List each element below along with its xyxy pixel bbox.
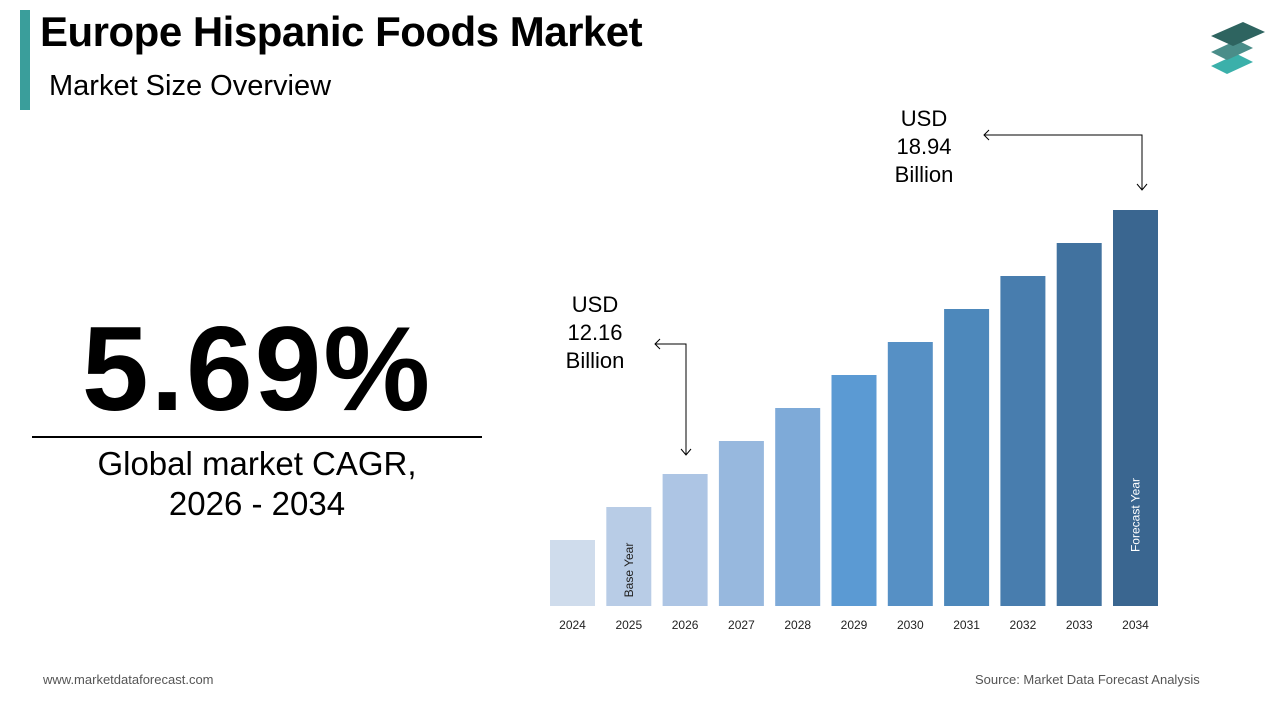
x-tick-label-2026: 2026	[672, 618, 699, 632]
bar-2033	[1056, 243, 1102, 606]
bar-2028	[775, 408, 821, 606]
annotation-2026-line3: Billion	[565, 348, 625, 373]
bar-label-2034: Forecast Year	[1129, 478, 1143, 552]
x-tick-label-2028: 2028	[784, 618, 811, 632]
cagr-label-line2: 2026 - 2034	[168, 485, 346, 522]
bar-2026	[662, 474, 708, 606]
cagr-divider	[32, 436, 482, 438]
annotation-arrow-2034	[984, 134, 1143, 190]
bar-2031	[944, 309, 990, 606]
x-tick-label-2029: 2029	[841, 618, 868, 632]
annotation-2034-line1: USD	[900, 106, 948, 131]
stacked-layers-logo-icon	[1211, 22, 1265, 74]
bar-2032	[1000, 276, 1046, 606]
annotation-2026-line1: USD	[571, 292, 619, 317]
bar-2027	[718, 441, 764, 606]
x-tick-label-2027: 2027	[728, 618, 755, 632]
cagr-label: Global market CAGR, 2026 - 2034	[32, 444, 482, 524]
cagr-value: 5.69%	[81, 302, 433, 436]
bar-2030	[887, 342, 933, 606]
footer-website: www.marketdataforecast.com	[43, 672, 214, 687]
annotation-arrow-2026	[655, 343, 687, 455]
annotation-2026-value: 12.16	[567, 320, 623, 345]
x-tick-label-2032: 2032	[1010, 618, 1037, 632]
footer-source: Source: Market Data Forecast Analysis	[975, 672, 1200, 687]
x-tick-label-2033: 2033	[1066, 618, 1093, 632]
bar-2034	[1113, 210, 1158, 606]
x-tick-label-2031: 2031	[953, 618, 980, 632]
bar-2029	[831, 375, 877, 606]
arrowheads-2034	[983, 129, 1148, 191]
page-title: Europe Hispanic Foods Market	[40, 8, 643, 55]
bar-label-2025: Base Year	[622, 543, 636, 598]
bar-2024	[550, 540, 595, 606]
annotation-2034-line3: Billion	[894, 162, 954, 187]
x-tick-label-2030: 2030	[897, 618, 924, 632]
arrowheads-2026	[654, 338, 692, 456]
title-accent-bar	[20, 10, 30, 110]
x-tick-label-2025: 2025	[615, 618, 642, 632]
annotation-2026: USD 12.16 Billion	[535, 291, 655, 375]
x-tick-label-2034: 2034	[1122, 618, 1149, 632]
annotation-2034: USD 18.94 Billion	[864, 105, 984, 189]
cagr-label-line1: Global market CAGR,	[97, 445, 417, 482]
bar-2025	[606, 507, 652, 606]
page-subtitle: Market Size Overview	[49, 70, 332, 102]
annotation-2034-value: 18.94	[896, 134, 952, 159]
x-tick-label-2024: 2024	[559, 618, 586, 632]
